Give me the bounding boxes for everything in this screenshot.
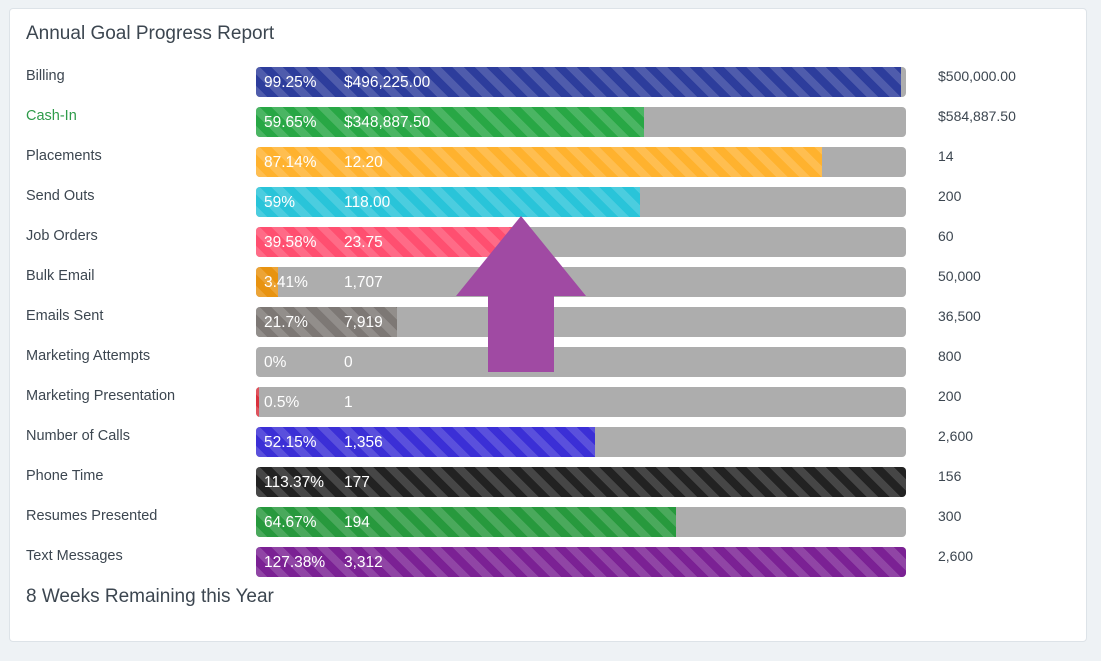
progress-bar: 113.37% 177 [256, 467, 906, 497]
progress-percent: 64.67% [264, 514, 317, 531]
goal-value: 2,600 [938, 428, 974, 444]
goal-value: 60 [938, 228, 954, 244]
goal-value: 50,000 [938, 268, 981, 284]
progress-percent: 59% [264, 194, 296, 211]
progress-bar: 59.65% $348,887.50 [256, 107, 906, 137]
progress-bar: 0% 0 [256, 347, 906, 377]
progress-fill [256, 307, 398, 337]
goal-value: 36,500 [938, 308, 981, 324]
progress-value: 1 [344, 394, 353, 411]
row-label: Billing [26, 68, 65, 84]
progress-percent: 3.41% [264, 274, 308, 291]
progress-fill [256, 187, 640, 217]
progress-fill [256, 147, 823, 177]
progress-bar: 127.38% 3,312 [256, 547, 906, 577]
progress-bar: 87.14% 12.20 [256, 147, 906, 177]
progress-bar: 39.58% 23.75 [256, 227, 906, 257]
row-label: Placements [26, 148, 102, 164]
progress-percent: 113.37% [264, 474, 325, 491]
progress-value: 194 [344, 514, 370, 531]
progress-value: 118.00 [344, 194, 391, 211]
progress-fill [256, 107, 644, 137]
progress-row: Billing 99.25% $496,225.00 $500,000.00 [10, 67, 1088, 97]
row-label: Bulk Email [26, 268, 95, 284]
progress-fill [256, 427, 595, 457]
goal-value: 2,600 [938, 548, 974, 564]
progress-row: Send Outs 59% 118.00 200 [10, 187, 1088, 217]
progress-percent: 59.65% [264, 114, 317, 131]
progress-value: $496,225.00 [344, 74, 431, 91]
goal-value: 200 [938, 188, 962, 204]
row-label: Text Messages [26, 548, 123, 564]
progress-fill [256, 507, 677, 537]
progress-row: Marketing Presentation 0.5% 1 200 [10, 387, 1088, 417]
progress-fill [256, 547, 906, 577]
progress-row: Cash-In 59.65% $348,887.50 $584,887.50 [10, 107, 1088, 137]
up-arrow-icon [456, 216, 586, 372]
goal-value: 156 [938, 468, 962, 484]
progress-fill [256, 467, 906, 497]
row-label: Resumes Presented [26, 508, 158, 524]
progress-percent: 39.58% [264, 234, 317, 251]
progress-bar: 21.7% 7,919 [256, 307, 906, 337]
report-title: Annual Goal Progress Report [26, 23, 275, 44]
progress-value: 7,919 [344, 314, 383, 331]
progress-bar: 52.15% 1,356 [256, 427, 906, 457]
progress-fill [256, 227, 514, 257]
progress-row: Bulk Email 3.41% 1,707 50,000 [10, 267, 1088, 297]
row-label: Job Orders [26, 228, 98, 244]
row-label: Phone Time [26, 468, 104, 484]
progress-bar: 64.67% 194 [256, 507, 906, 537]
progress-bar: 3.41% 1,707 [256, 267, 906, 297]
row-label: Number of Calls [26, 428, 130, 444]
progress-percent: 127.38% [264, 554, 326, 571]
progress-value: 23.75 [344, 234, 383, 251]
progress-row: Resumes Presented 64.67% 194 300 [10, 507, 1088, 537]
progress-value: 12.20 [344, 154, 383, 171]
progress-row: Marketing Attempts 0% 0 800 [10, 347, 1088, 377]
progress-value: 3,312 [344, 554, 383, 571]
row-label: Marketing Presentation [26, 388, 176, 404]
row-label: Emails Sent [26, 308, 104, 324]
progress-row: Text Messages 127.38% 3,312 2,600 [10, 547, 1088, 577]
row-label: Cash-In [26, 108, 77, 124]
progress-fill [256, 67, 902, 97]
progress-row: Job Orders 39.58% 23.75 60 [10, 227, 1088, 257]
goal-value: $584,887.50 [938, 108, 1016, 124]
goal-value: 800 [938, 348, 962, 364]
progress-percent: 0.5% [264, 394, 300, 411]
progress-percent: 87.14% [264, 154, 317, 171]
progress-bar: 99.25% $496,225.00 [256, 67, 906, 97]
goal-value: 14 [938, 148, 954, 164]
goal-value: 200 [938, 388, 962, 404]
progress-fill [256, 267, 279, 297]
progress-value: 177 [344, 474, 370, 491]
progress-percent: 0% [264, 354, 287, 371]
progress-bar: 0.5% 1 [256, 387, 906, 417]
progress-row: Placements 87.14% 12.20 14 [10, 147, 1088, 177]
progress-row: Phone Time 113.37% 177 156 [10, 467, 1088, 497]
progress-row: Number of Calls 52.15% 1,356 2,600 [10, 427, 1088, 457]
row-label: Send Outs [26, 188, 95, 204]
goal-value: 300 [938, 508, 962, 524]
progress-percent: 99.25% [264, 74, 317, 91]
progress-value: 1,356 [344, 434, 383, 451]
goal-progress-card: Annual Goal Progress Report Billing 99.25… [9, 8, 1087, 642]
progress-bar: 59% 118.00 [256, 187, 906, 217]
goal-value: $500,000.00 [938, 68, 1016, 84]
progress-value: 0 [344, 354, 353, 371]
progress-value: $348,887.50 [344, 114, 431, 131]
weeks-remaining-text: 8 Weeks Remaining this Year [26, 586, 274, 607]
progress-percent: 52.15% [264, 434, 317, 451]
progress-fill [256, 387, 260, 417]
progress-value: 1,707 [344, 274, 383, 291]
progress-row: Emails Sent 21.7% 7,919 36,500 [10, 307, 1088, 337]
progress-percent: 21.7% [264, 314, 308, 331]
row-label: Marketing Attempts [26, 348, 151, 364]
